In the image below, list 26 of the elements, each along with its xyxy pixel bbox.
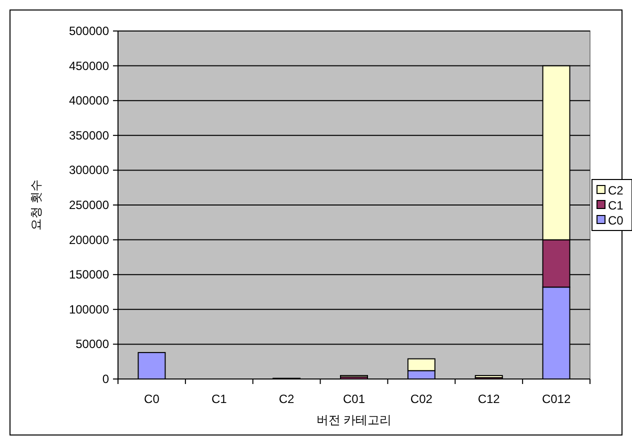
x-tick-label: C12 [478, 392, 500, 406]
x-tick-label: C1 [211, 392, 228, 406]
legend-label: C0 [608, 214, 624, 228]
legend-label: C1 [608, 198, 624, 212]
x-axis-title: 버전 카테고리 [316, 413, 392, 427]
y-tick-label: 400000 [68, 94, 110, 108]
y-tick-label: 350000 [68, 128, 110, 142]
y-axis-title: 요청 횟수 [29, 179, 43, 231]
bar [407, 370, 436, 380]
y-tick-label: 0 [102, 372, 110, 386]
y-tick-label: 250000 [68, 198, 110, 212]
y-tick-label: 500000 [68, 24, 110, 38]
y-tick-label: 150000 [68, 268, 110, 282]
y-tick-label: 100000 [68, 302, 110, 316]
y-tick-label: 450000 [68, 58, 110, 73]
y-tick-label: 300000 [68, 163, 110, 178]
x-tick-label: C012 [542, 392, 571, 406]
bar [407, 358, 436, 372]
x-tick-label: C01 [342, 392, 366, 406]
x-tick-label: C2 [278, 392, 295, 406]
bar [138, 352, 166, 380]
x-tick-label: C02 [410, 392, 433, 406]
y-tick-label: 50000 [76, 337, 110, 352]
legend-label: C2 [608, 184, 624, 198]
y-tick-label: 200000 [68, 232, 110, 247]
x-tick-label: C0 [144, 392, 160, 406]
